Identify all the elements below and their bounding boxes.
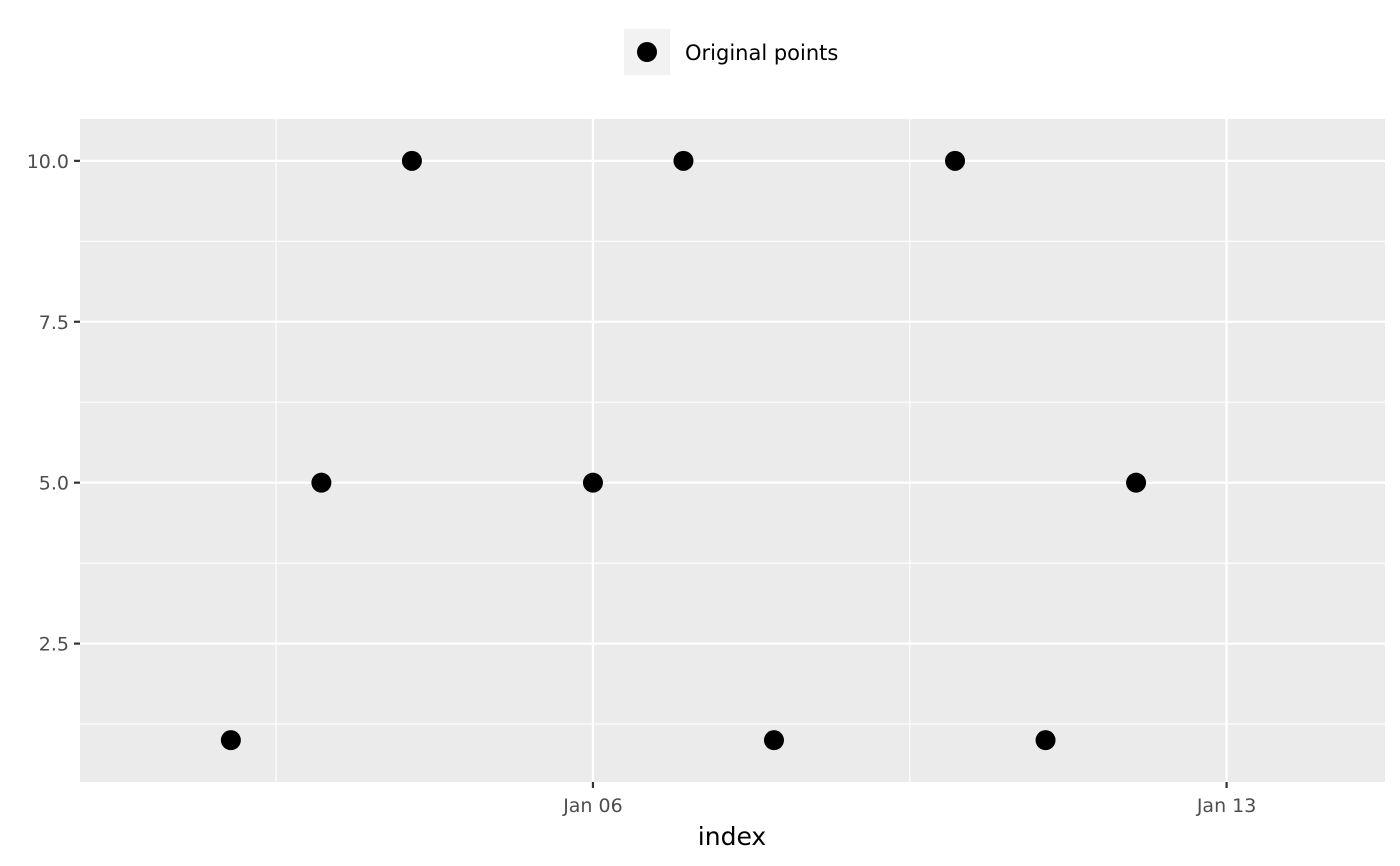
legend: Original points: [624, 29, 838, 75]
data-point: [673, 150, 694, 171]
legend-point-marker: [637, 42, 657, 62]
y-tick-label: 7.5: [39, 312, 69, 334]
data-point: [220, 730, 241, 751]
y-axis: 2.5 5.0 7.5 10.0: [27, 151, 80, 656]
grid-major: [80, 119, 1385, 782]
plot-panel: [80, 119, 1385, 782]
data-point: [401, 150, 422, 171]
x-tick-label: Jan 13: [1196, 795, 1257, 817]
y-tick-label: 5.0: [39, 473, 69, 495]
legend-label: Original points: [685, 41, 838, 65]
data-point: [311, 472, 332, 493]
y-tick-label: 2.5: [39, 634, 69, 656]
y-tick-label: 10.0: [27, 151, 69, 173]
data-point: [1035, 730, 1056, 751]
x-axis: Jan 06 Jan 13: [562, 782, 1256, 817]
data-point: [582, 472, 603, 493]
x-axis-title: index: [698, 822, 766, 851]
data-points: [220, 150, 1147, 751]
data-point: [1126, 472, 1147, 493]
grid-minor: [80, 119, 1385, 782]
data-point: [763, 730, 784, 751]
data-point: [945, 150, 966, 171]
x-tick-label: Jan 06: [562, 795, 623, 817]
